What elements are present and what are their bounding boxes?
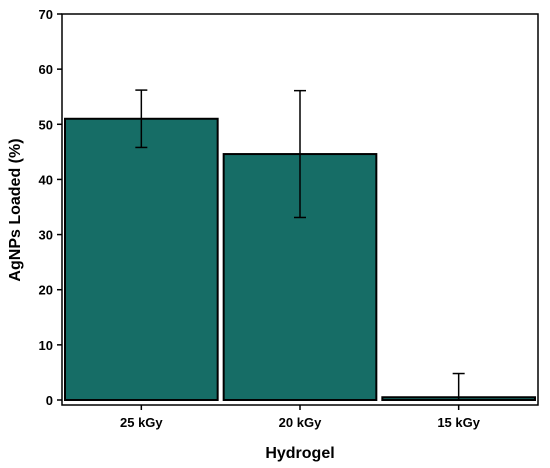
bar-25-kgy [64, 117, 219, 402]
error-bars [135, 89, 465, 400]
y-axis-title: AgNPs Loaded (%) [7, 138, 24, 281]
x-axis: 25 kGy 20 kGy 15 kGy [120, 405, 481, 430]
y-tick-label: 50 [39, 117, 53, 132]
x-tick-label: 20 kGy [279, 415, 322, 430]
y-axis: 0 10 20 30 40 50 60 70 [39, 7, 62, 408]
y-tick-label: 20 [39, 283, 53, 298]
y-tick-label: 40 [39, 172, 53, 187]
y-tick-label: 10 [39, 338, 53, 353]
y-tick-label: 0 [46, 393, 53, 408]
y-tick-label: 30 [39, 228, 53, 243]
x-tick-label: 15 kGy [437, 415, 480, 430]
y-tick-label: 60 [39, 62, 53, 77]
y-tick-label: 70 [39, 7, 53, 22]
x-tick-label: 25 kGy [120, 415, 163, 430]
x-axis-title: Hydrogel [265, 445, 334, 462]
